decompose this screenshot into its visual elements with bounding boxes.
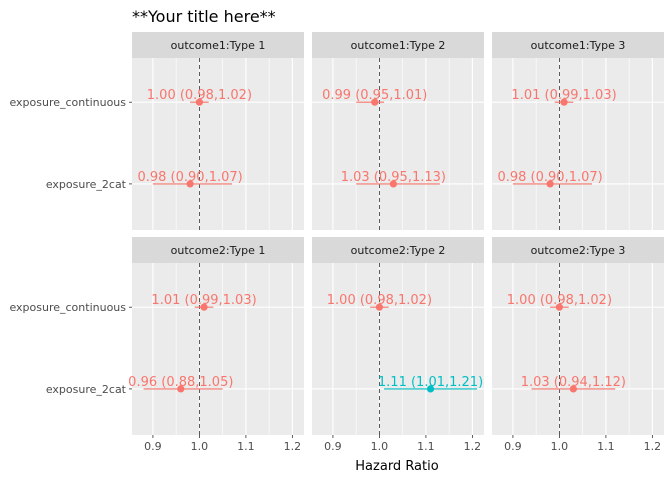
facet-panel: outcome1:Type 3 1.01 (0.99,1.03) 0.98 (0.9… [492, 32, 664, 230]
estimate-label: 0.98 (0.90,1.07) [497, 170, 602, 185]
x-tick-label: 1.0 [371, 440, 389, 453]
facet-strip-label: outcome1:Type 1 [171, 39, 266, 52]
point-estimate [195, 98, 204, 106]
estimate-label: 1.11 (1.01,1.21) [378, 375, 483, 390]
estimate-label: 1.03 (0.95,1.13) [341, 170, 446, 185]
point-estimate [426, 385, 435, 393]
point-estimate [555, 303, 564, 311]
x-tick-label: 0.9 [144, 440, 162, 453]
point-estimate [389, 180, 397, 188]
chart-title: **Your title here** [132, 7, 276, 26]
facet-panel: outcome2:Type 1 1.01 (0.99,1.03) 0.96 (0.8… [128, 237, 304, 435]
point-estimate [371, 98, 379, 106]
x-axis-title: Hazard Ratio [355, 459, 438, 474]
category-label: exposure_continuous [9, 96, 126, 109]
estimate-label: 1.01 (0.99,1.03) [151, 293, 256, 308]
facet-panel: outcome1:Type 2 0.99 (0.95,1.01) 1.03 (0.9… [312, 32, 484, 230]
facet-strip-label: outcome2:Type 1 [171, 244, 266, 257]
panel-background [312, 263, 484, 435]
facet-strip [312, 237, 484, 263]
facet-strip [312, 32, 484, 58]
facet-strip-label: outcome2:Type 2 [351, 244, 446, 257]
point-estimate [177, 385, 185, 393]
estimate-label: 0.99 (0.95,1.01) [322, 88, 427, 103]
x-tick-label: 1.0 [191, 440, 209, 453]
facet-strip-label: outcome2:Type 3 [531, 244, 626, 257]
facet-panel: outcome1:Type 1 1.00 (0.98,1.02) 0.98 (0.9… [132, 32, 304, 230]
category-label: exposure_2cat [46, 178, 127, 191]
panel-background [312, 58, 484, 230]
facet-panels: outcome1:Type 1 1.00 (0.98,1.02) 0.98 (0.9… [128, 32, 664, 435]
facet-panel: outcome2:Type 3 1.00 (0.98,1.02) 1.03 (0.9… [492, 237, 664, 435]
point-estimate [546, 180, 554, 188]
x-axis-ticks: 0.9 1.0 1.1 1.2 0.9 1.0 1.1 1.2 0.9 1.0 1.1 1.2 [144, 435, 661, 453]
estimate-label: 1.03 (0.94,1.12) [521, 375, 626, 390]
x-tick-label: 1.2 [464, 440, 482, 453]
point-estimate [186, 180, 194, 188]
facet-strip [492, 32, 664, 58]
x-tick-label: 1.2 [644, 440, 662, 453]
x-tick-label: 1.1 [417, 440, 435, 453]
x-tick-label: 0.9 [504, 440, 522, 453]
facet-strip [132, 237, 304, 263]
panel-background [492, 58, 664, 230]
point-estimate [200, 303, 208, 311]
facet-strip [492, 237, 664, 263]
x-tick-label: 1.1 [597, 440, 615, 453]
facet-strip-label: outcome1:Type 2 [351, 39, 446, 52]
point-estimate [569, 385, 577, 393]
panel-background [492, 263, 664, 435]
y-axis-labels: exposure_continuous exposure_2cat exposure… [9, 96, 132, 396]
estimate-label: 1.00 (0.98,1.02) [327, 293, 432, 308]
facet-panel: outcome2:Type 2 1.00 (0.98,1.02) 1.11 (1.0… [312, 237, 484, 435]
panel-background [132, 58, 304, 230]
x-tick-label: 1.1 [237, 440, 255, 453]
category-label: exposure_continuous [9, 301, 126, 314]
point-estimate [375, 303, 384, 311]
estimate-label: 0.96 (0.88,1.05) [128, 375, 233, 390]
x-tick-label: 1.0 [551, 440, 569, 453]
estimate-label: 1.00 (0.98,1.02) [147, 88, 252, 103]
panel-background [132, 263, 304, 435]
point-estimate [560, 98, 568, 106]
facet-strip [132, 32, 304, 58]
x-tick-label: 1.2 [284, 440, 302, 453]
estimate-label: 1.00 (0.98,1.02) [507, 293, 612, 308]
estimate-label: 1.01 (0.99,1.03) [511, 88, 616, 103]
x-tick-label: 0.9 [324, 440, 342, 453]
category-label: exposure_2cat [46, 383, 127, 396]
facet-strip-label: outcome1:Type 3 [531, 39, 626, 52]
estimate-label: 0.98 (0.90,1.07) [137, 170, 242, 185]
